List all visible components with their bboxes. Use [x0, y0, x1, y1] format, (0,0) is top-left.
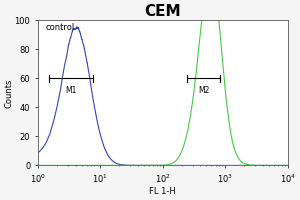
Y-axis label: Counts: Counts [4, 78, 13, 108]
Text: control: control [45, 23, 75, 32]
Text: M1: M1 [65, 86, 77, 95]
X-axis label: FL 1-H: FL 1-H [149, 187, 176, 196]
Text: M2: M2 [198, 86, 209, 95]
Title: CEM: CEM [145, 4, 181, 19]
